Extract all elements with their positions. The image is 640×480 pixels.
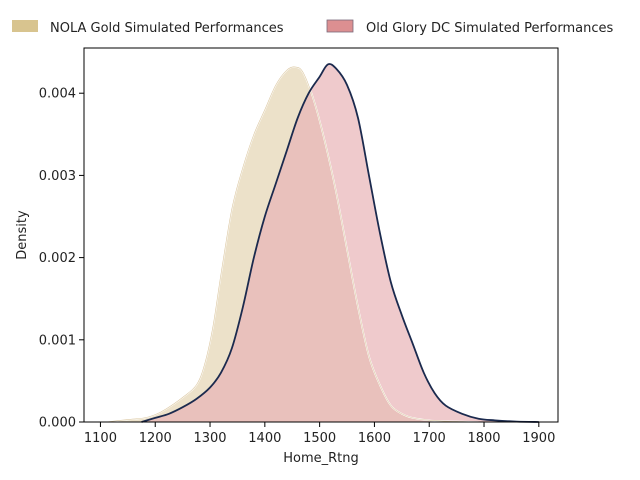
y-tick-label: 0.000 xyxy=(39,416,76,431)
y-tick-label: 0.003 xyxy=(39,169,76,184)
x-axis: 1100 1200 1300 1400 1500 1600 1700 1800 1900 xyxy=(84,422,555,446)
x-tick-label: 1700 xyxy=(413,431,446,446)
plot-area xyxy=(106,64,539,422)
y-axis: 0.000 0.001 0.002 0.003 0.004 xyxy=(39,87,84,431)
x-tick-label: 1900 xyxy=(522,431,555,446)
x-axis-label: Home_Rtng xyxy=(283,451,359,466)
x-tick-label: 1200 xyxy=(139,431,172,446)
x-tick-label: 1400 xyxy=(248,431,281,446)
legend-swatch-oldglory xyxy=(327,20,353,32)
x-tick-label: 1300 xyxy=(193,431,226,446)
x-tick-label: 1500 xyxy=(303,431,336,446)
y-tick-label: 0.004 xyxy=(39,87,76,102)
x-tick-label: 1600 xyxy=(358,431,391,446)
x-tick-label: 1800 xyxy=(467,431,500,446)
density-area-1 xyxy=(142,64,539,422)
x-tick-label: 1100 xyxy=(84,431,117,446)
legend-label-nola: NOLA Gold Simulated Performances xyxy=(50,21,284,36)
legend-swatch-nola xyxy=(12,20,38,32)
y-tick-label: 0.002 xyxy=(39,251,76,266)
legend: NOLA Gold Simulated Performances Old Glo… xyxy=(12,20,613,36)
y-axis-label: Density xyxy=(15,210,30,260)
y-tick-label: 0.001 xyxy=(39,333,76,348)
legend-label-oldglory: Old Glory DC Simulated Performances xyxy=(366,21,613,36)
